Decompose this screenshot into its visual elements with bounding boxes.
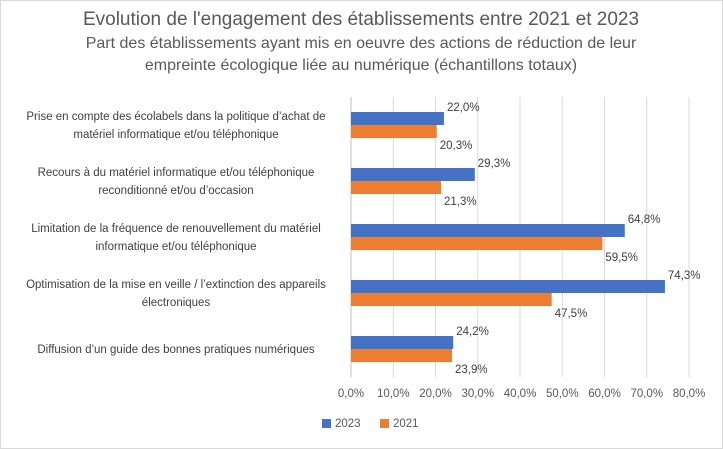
legend-swatch-2021 xyxy=(380,419,389,428)
bar-2023 xyxy=(351,280,665,293)
category-label: Diffusion d’un guide des bonnes pratique… xyxy=(37,344,315,356)
bar-2021 xyxy=(351,349,452,362)
x-tick-label: 60,0% xyxy=(588,388,621,400)
x-tick-label: 20,0% xyxy=(419,388,452,400)
x-axis-ticks: 0,0% 10,0% 20,0% 30,0% 40,0% 50,0% 60,0% 70,0% 8… xyxy=(338,388,705,400)
x-tick-label: 50,0% xyxy=(546,388,579,400)
bar-2023 xyxy=(351,224,625,237)
bar-2021 xyxy=(351,237,603,250)
x-tick-label: 0,0% xyxy=(338,388,364,400)
category-label: Limitation de la fréquence de renouvelle… xyxy=(31,223,321,235)
bar-2023 xyxy=(351,336,454,349)
category-label: reconditionné et/ou d’occasion xyxy=(98,185,253,197)
bar-2023 xyxy=(351,168,475,181)
legend: 2023 2021 xyxy=(322,418,419,430)
data-label-2023: 24,2% xyxy=(456,326,489,338)
bar-2021 xyxy=(351,181,441,194)
data-label-2023: 29,3% xyxy=(478,158,511,170)
bar-2021 xyxy=(351,293,552,306)
category-label: matériel informatique et/ou téléphonique xyxy=(73,129,278,141)
data-labels: 22,0% 20,3% 29,3% 21,3% 64,8% 59,5% 74,3% 47,5%… xyxy=(440,102,701,376)
legend-label-2023: 2023 xyxy=(335,418,361,430)
category-label: Recours à du matériel informatique et/ou… xyxy=(38,167,315,179)
data-label-2021: 20,3% xyxy=(440,140,473,152)
category-labels: Prise en compte des écolabels dans la po… xyxy=(26,111,326,356)
x-tick-label: 30,0% xyxy=(461,388,494,400)
x-tick-label: 40,0% xyxy=(504,388,537,400)
data-label-2023: 74,3% xyxy=(668,270,701,282)
category-label: Optimisation de la mise en veille / l’ex… xyxy=(26,279,326,291)
chart-subtitle-line-2: empreinte écologique liée au numérique (… xyxy=(145,57,577,74)
legend-swatch-2023 xyxy=(322,419,331,428)
data-label-2023: 22,0% xyxy=(447,102,480,114)
chart-subtitle-line-1: Part des établissements ayant mis en oeu… xyxy=(86,35,637,52)
legend-label-2021: 2021 xyxy=(393,418,419,430)
data-label-2021: 21,3% xyxy=(444,196,477,208)
data-label-2023: 64,8% xyxy=(628,214,661,226)
x-tick-label: 10,0% xyxy=(377,388,410,400)
category-label: électroniques xyxy=(142,297,211,309)
bar-2021 xyxy=(351,125,437,138)
bar-2023 xyxy=(351,112,444,125)
category-label: Prise en compte des écolabels dans la po… xyxy=(26,111,325,123)
data-label-2021: 59,5% xyxy=(605,252,638,264)
data-label-2021: 23,9% xyxy=(455,364,488,376)
x-tick-label: 70,0% xyxy=(630,388,663,400)
x-tick-label: 80,0% xyxy=(673,388,706,400)
category-label: informatique et/ou téléphonique xyxy=(95,241,256,253)
chart-title: Evolution de l'engagement des établissem… xyxy=(83,9,639,30)
bars xyxy=(351,112,665,362)
data-label-2021: 47,5% xyxy=(555,308,588,320)
